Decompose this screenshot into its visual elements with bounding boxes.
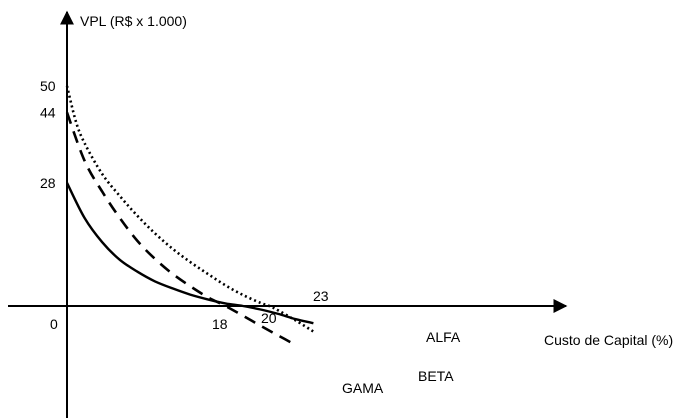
label-layer: VPL (R$ x 1.000) Custo de Capital (%) 0 … xyxy=(40,13,673,396)
y-tick-label-50: 50 xyxy=(40,78,56,94)
axes xyxy=(8,10,568,418)
series-label-alfa: ALFA xyxy=(426,329,461,345)
series-line-beta xyxy=(65,85,315,333)
crossing-label-23: 23 xyxy=(313,288,329,304)
series-label-beta: BETA xyxy=(418,368,454,384)
series-line-alfa xyxy=(65,182,314,325)
y-tick-label-44: 44 xyxy=(40,104,56,120)
series-layer xyxy=(65,85,315,347)
series-line-gama xyxy=(65,111,297,347)
y-axis-label: VPL (R$ x 1.000) xyxy=(80,13,187,29)
series-label-gama: GAMA xyxy=(342,380,384,396)
x-axis-label: Custo de Capital (%) xyxy=(544,332,673,348)
crossing-label-18: 18 xyxy=(212,316,228,332)
y-tick-label-28: 28 xyxy=(40,175,56,191)
crossing-label-20: 20 xyxy=(261,310,277,326)
origin-label: 0 xyxy=(50,316,58,332)
